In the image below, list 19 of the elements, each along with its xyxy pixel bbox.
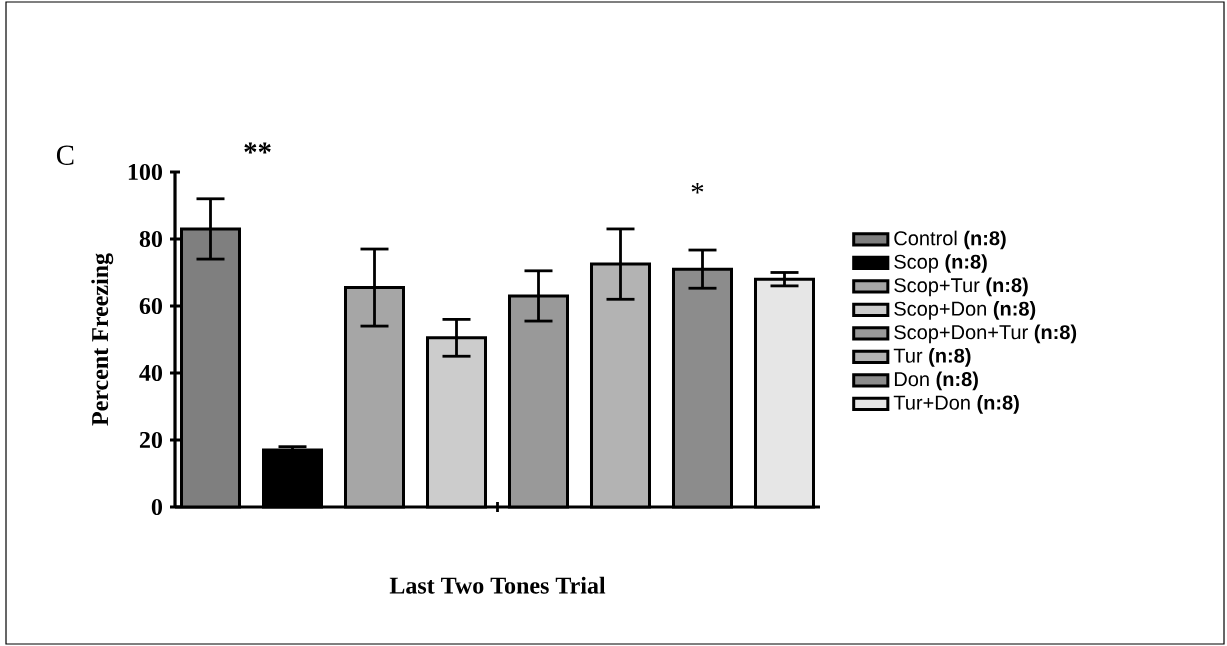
y-tick-label: 40 [139,364,163,382]
legend-label: Scop+Tur (n:8) [894,277,1028,297]
legend-label: Don (n:8) [894,371,978,391]
legend-label: Control (n:8) [894,230,1006,250]
text: ** [244,142,271,154]
y-tick-label: 60 [139,297,163,315]
x-axis-title: Last Two Tones Trial [389,576,606,594]
legend-label: Tur+Don (n:8) [893,395,1019,414]
y-tick-label: 80 [139,230,163,248]
legend-label: Scop+Don (n:8) [894,301,1036,320]
y-tick-label: 100 [128,163,163,181]
legend-label: Scop+Don+Tur (n:8) [894,324,1077,344]
y-tick-label: 20 [139,431,163,449]
text: C [56,145,74,165]
y-tick-label: 0 [151,498,163,516]
y-axis-title: Percent Freezing [91,253,114,426]
legend-label: Tur (n:8) [893,348,971,367]
legend-label: Scop (n:8) [894,254,987,273]
annotation: * [691,182,704,194]
